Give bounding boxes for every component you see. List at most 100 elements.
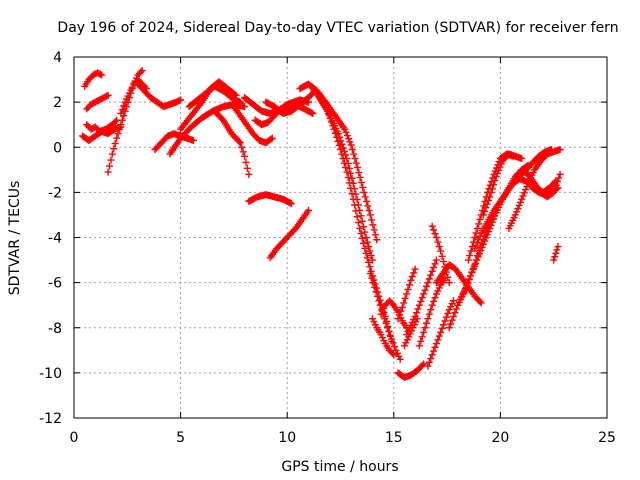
data-point (452, 305, 460, 313)
data-point (477, 247, 485, 255)
data-point (342, 128, 350, 136)
data-point (118, 106, 126, 114)
data-point (476, 250, 484, 258)
data-point (324, 107, 332, 115)
data-point (356, 224, 364, 232)
data-point (189, 136, 197, 144)
data-point (413, 315, 421, 323)
data-point (552, 177, 560, 185)
data-point (371, 283, 379, 291)
data-point (325, 111, 333, 119)
data-point (331, 129, 339, 137)
data-point (438, 252, 446, 260)
data-point (386, 331, 394, 339)
y-tick-label: -6 (48, 276, 62, 292)
data-point (362, 249, 370, 257)
data-point (484, 196, 492, 204)
data-point (493, 169, 501, 177)
data-point (347, 169, 355, 177)
data-point (353, 213, 361, 221)
data-point (366, 263, 374, 271)
data-point (343, 168, 351, 176)
data-point (424, 362, 432, 370)
data-point (328, 118, 336, 126)
y-tick-label: -8 (48, 321, 62, 337)
series-arc-f6 (479, 150, 526, 219)
data-point (98, 71, 106, 79)
series-arc-e3 (394, 265, 419, 323)
data-point (448, 316, 456, 324)
data-point (522, 186, 530, 194)
data-point (515, 201, 523, 209)
data-point (368, 256, 376, 264)
data-point (338, 150, 346, 158)
data-point (484, 228, 492, 236)
data-point (478, 243, 486, 251)
data-point (366, 270, 374, 278)
y-tick-label: 0 (53, 140, 62, 156)
data-point (519, 192, 527, 200)
data-point (487, 189, 495, 197)
series-arc-e2 (394, 360, 428, 381)
data-point (428, 222, 436, 230)
data-point (492, 173, 500, 181)
data-point (329, 122, 337, 130)
data-point (358, 234, 366, 242)
data-point (475, 235, 483, 243)
data-point (391, 343, 399, 351)
data-point (104, 168, 112, 176)
data-point (552, 249, 560, 257)
data-point (368, 216, 376, 224)
x-tick-label: 10 (278, 430, 296, 446)
data-point (432, 256, 440, 264)
data-point (351, 155, 359, 163)
data-point (421, 286, 429, 294)
data-point (467, 247, 475, 255)
data-point (420, 328, 428, 336)
data-point (333, 133, 341, 141)
data-point (420, 290, 428, 298)
y-tick-label: -4 (48, 231, 62, 247)
data-point (405, 281, 413, 289)
y-tick-label: 2 (53, 95, 62, 111)
series-arc-e5 (400, 315, 421, 350)
series-arc-b8 (262, 87, 319, 117)
data-point (334, 137, 342, 145)
data-point (349, 195, 357, 203)
data-point (425, 310, 433, 318)
data-point (346, 138, 354, 146)
y-tick-label: -12 (39, 411, 62, 427)
series-arc-e1 (377, 297, 411, 332)
data-point (466, 252, 474, 260)
data-point (464, 278, 472, 286)
data-point (309, 109, 317, 117)
data-point (335, 141, 343, 149)
data-point (342, 164, 350, 172)
data-point (357, 178, 365, 186)
data-point (431, 343, 439, 351)
data-point (467, 272, 475, 280)
data-point (115, 125, 123, 133)
x-tick-label: 20 (491, 430, 509, 446)
data-point (428, 301, 436, 309)
data-point (137, 68, 145, 76)
data-point (373, 236, 381, 244)
data-point (482, 234, 490, 242)
data-point (383, 324, 391, 332)
data-point (418, 361, 426, 369)
data-point (491, 177, 499, 185)
data-point (287, 200, 295, 208)
data-point (472, 242, 480, 250)
data-point (238, 143, 246, 151)
series-arc-c2 (266, 206, 313, 262)
data-point (511, 211, 519, 219)
data-point (96, 70, 104, 78)
data-point (442, 313, 450, 321)
axis-ticks: 0 5 10 15 20 25 -12 -10 -8 -6 -4 -2 0 2 4 (39, 50, 616, 446)
data-point (495, 166, 503, 174)
data-point (486, 224, 494, 232)
data-point (305, 206, 313, 214)
data-point (551, 253, 559, 261)
data-point (430, 347, 438, 355)
